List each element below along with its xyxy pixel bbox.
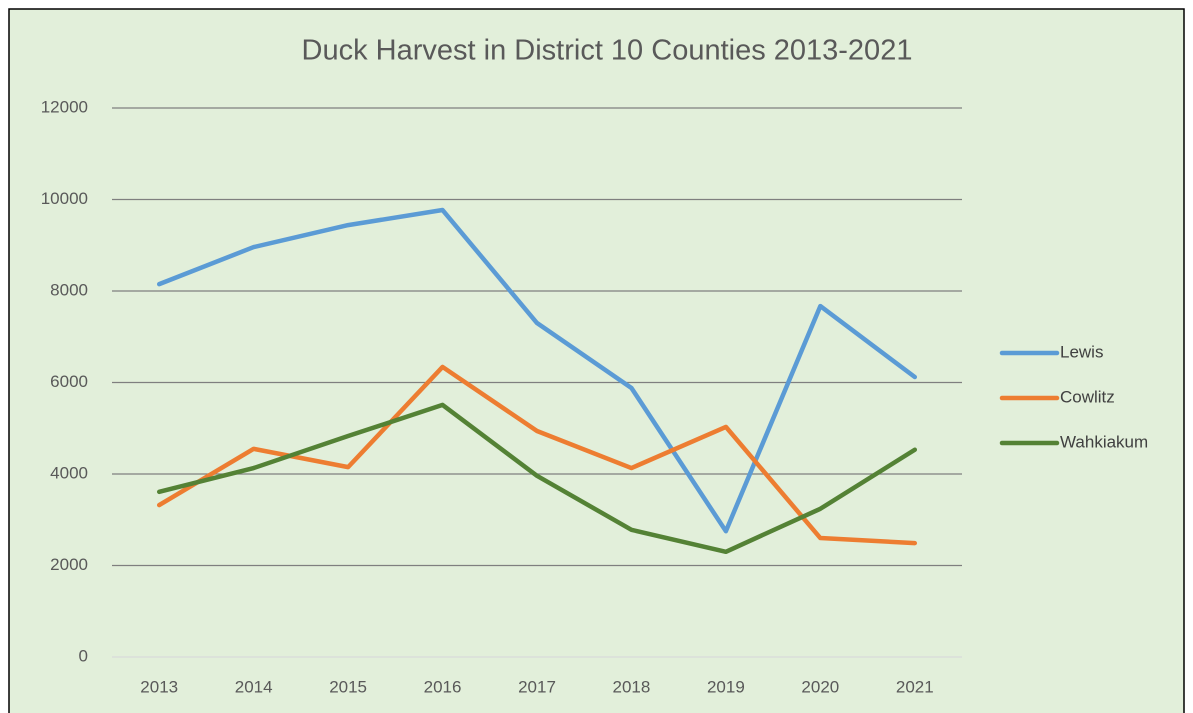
series-line [156, 207, 918, 534]
x-tick-label: 2018 [613, 677, 651, 696]
y-tick-label: 0 [79, 646, 88, 665]
x-tick-label: 2016 [424, 677, 462, 696]
y-tick-label: 8000 [50, 280, 88, 299]
x-tick-label: 2013 [140, 677, 178, 696]
x-tick-label: 2021 [896, 677, 934, 696]
y-tick-label: 10000 [41, 189, 88, 208]
x-tick-label: 2019 [707, 677, 745, 696]
y-tick-label: 2000 [50, 555, 88, 574]
y-tick-label: 4000 [50, 463, 88, 482]
series-line [156, 402, 918, 555]
legend-label: Lewis [1060, 342, 1103, 361]
legend-label: Wahkiakum [1060, 432, 1148, 451]
x-tick-label: 2014 [235, 677, 273, 696]
series-line [156, 364, 918, 546]
chart-title: Duck Harvest in District 10 Counties 201… [302, 35, 913, 67]
x-tick-label: 2017 [518, 677, 556, 696]
x-tick-label: 2020 [801, 677, 839, 696]
legend-label: Cowlitz [1060, 387, 1115, 406]
y-tick-label: 12000 [41, 97, 88, 116]
chart-area [8, 8, 1185, 713]
x-tick-label: 2015 [329, 677, 367, 696]
y-tick-label: 6000 [50, 372, 88, 391]
